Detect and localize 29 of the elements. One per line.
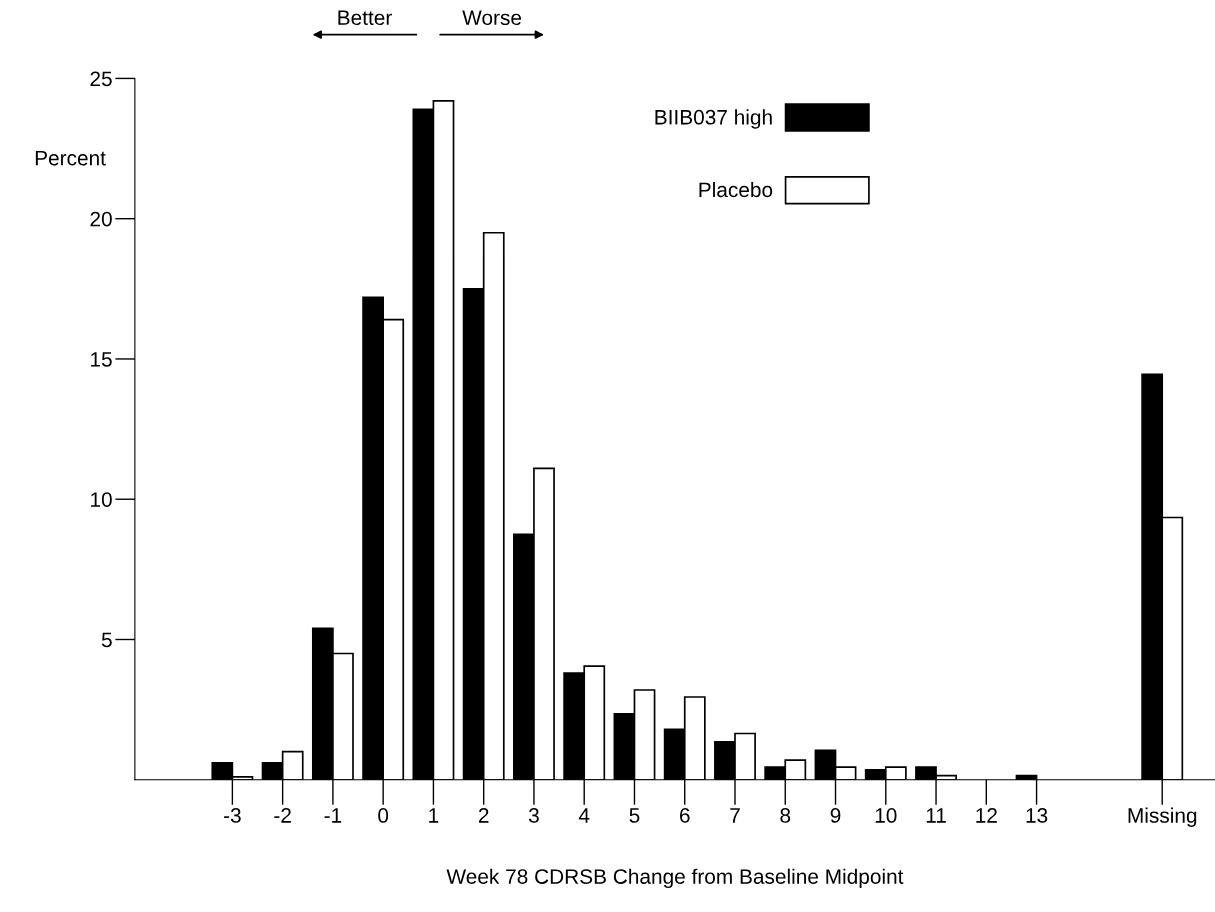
x-tick-label: 2 — [478, 808, 489, 823]
x-tick-label: -2 — [274, 808, 291, 823]
y-tick-label: 10 — [91, 492, 112, 507]
y-tick-label: 5 — [101, 632, 112, 648]
legend-label: BIIB037 high — [655, 109, 772, 129]
text: Better — [338, 10, 392, 26]
y-tick-label: 20 — [90, 211, 112, 227]
x-tick-label: Missing — [1128, 807, 1197, 827]
y-tick-label: 25 — [90, 71, 112, 87]
x-tick-label: 1 — [429, 808, 439, 823]
x-tick-label: 6 — [680, 808, 690, 823]
x-tick-label: 12 — [976, 808, 997, 823]
x-axis-title: Week 78 CDRSB Change from Baseline Midpoint — [446, 868, 904, 889]
text: Worse — [462, 10, 522, 26]
x-tick-label: 13 — [1026, 808, 1048, 823]
x-tick-label: 9 — [830, 808, 841, 823]
x-tick-label: 10 — [875, 808, 897, 823]
x-tick-label: 5 — [629, 808, 640, 823]
x-tick-label: -1 — [324, 808, 342, 823]
y-tick-label: 15 — [91, 352, 112, 367]
legend-label: Placebo — [699, 181, 773, 198]
x-tick-label: 11 — [926, 808, 946, 823]
x-tick-label: 8 — [780, 808, 791, 823]
x-tick-label: 3 — [528, 808, 539, 823]
x-tick-label: 4 — [578, 808, 590, 823]
x-tick-label: 0 — [378, 808, 389, 823]
x-tick-label: -3 — [224, 808, 241, 823]
x-tick-label: 7 — [730, 808, 740, 823]
y-axis-title: Percent — [35, 150, 106, 166]
